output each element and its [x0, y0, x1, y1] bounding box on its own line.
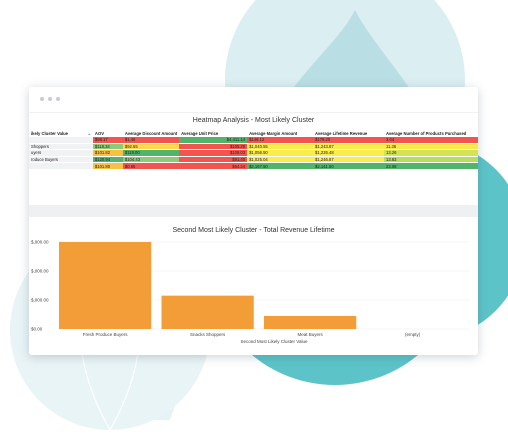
window-dot-1[interactable] — [40, 97, 44, 101]
heatmap-table: ikely Cluster Value ⌄ AOV Average Discoun… — [29, 130, 478, 170]
window-titlebar — [29, 87, 478, 112]
x-tick-label: Fresh Produce Buyers — [83, 332, 129, 337]
bar[interactable] — [59, 242, 152, 329]
heatmap-cell: $1,056.50 — [247, 149, 314, 157]
bar-chart-title: Second Most Likely Cluster - Total Reven… — [172, 227, 335, 234]
y-tick-label: $,000.00 — [31, 269, 49, 274]
bar[interactable] — [264, 315, 357, 329]
heatmap-cell: 3.04 — [384, 137, 478, 144]
heatmap-cell: $120.94 — [92, 156, 123, 164]
y-tick-label: $,000.00 — [31, 240, 49, 245]
heatmap-cell: $2,141.50 — [313, 162, 384, 170]
column-header-products-purchased[interactable]: Average Number of Products Purchased — [384, 130, 478, 137]
heatmap-cell: 13.83 — [384, 156, 478, 164]
heatmap-cell: $98.17 — [92, 137, 123, 144]
window-dot-2[interactable] — [48, 97, 52, 101]
heatmap-title: Heatmap Analysis - Most Likely Cluster — [192, 117, 315, 124]
heatmap-row: $101.80 $0.86 $54.24 $2,167.50 $2,141.50 23.0… — [29, 162, 478, 170]
heatmap-cell: $118.34 — [92, 143, 123, 151]
heatmap-cell: $1,025.04 — [247, 156, 314, 164]
y-tick-label: $,000.00 — [31, 298, 49, 303]
heatmap-cell: $1.46 — [122, 137, 180, 144]
heatmap-row: Shoppers $118.34 $92.55 $105.29 $1,040.55 $1,… — [29, 143, 478, 151]
heatmap-cell: $1,040.55 — [247, 143, 314, 151]
heatmap-cell: $148.12 — [247, 137, 314, 144]
column-header-margin[interactable]: Average Margin Amount — [247, 130, 314, 137]
chevron-down-icon[interactable]: ⌄ — [87, 131, 91, 136]
heatmap-cell: $108.03 — [179, 149, 248, 157]
heatmap-cell: $1,226.48 — [313, 149, 384, 157]
heatmap-row: $98.17 $1.46 $4,411.14 $148.12 $179.20 3.04 — [29, 137, 478, 144]
heatmap-cell: $91.40 — [179, 156, 248, 164]
heatmap-panel: Heatmap Analysis - Most Likely Cluster i… — [29, 112, 478, 205]
dashboard-window: Heatmap Analysis - Most Likely Cluster i… — [29, 87, 478, 355]
heatmap-row-label — [29, 137, 93, 144]
heatmap-cell: 23.08 — [384, 162, 478, 170]
heatmap-cell: $101.82 — [92, 149, 123, 157]
heatmap-row-label: Shoppers — [29, 143, 93, 151]
x-tick-label: (empty) — [405, 332, 421, 337]
column-header-discount[interactable]: Average Discount Amount — [122, 130, 180, 137]
heatmap-cell: $54.24 — [179, 162, 248, 170]
bar[interactable] — [161, 295, 254, 329]
heatmap-row-label: uyers — [29, 149, 93, 157]
column-header-cluster[interactable]: ikely Cluster Value ⌄ — [29, 130, 93, 137]
heatmap-cell: 11.36 — [384, 143, 478, 151]
bar-chart-panel: Second Most Likely Cluster - Total Reven… — [29, 217, 478, 355]
x-axis-label: Second Most Likely Cluster Value — [241, 339, 308, 344]
heatmap-cell: $1,246.87 — [313, 156, 384, 164]
column-header-unit-price[interactable]: Average Unit Price — [179, 130, 248, 137]
heatmap-row: roduce Buyers $120.94 $104.43 $91.40 $1,025.… — [29, 156, 478, 164]
heatmap-body: $98.17 $1.46 $4,411.14 $148.12 $179.20 3.04 Sh… — [29, 137, 478, 170]
bar-chart: $0.00 $,000.00 $,000.00 $,000.00 Fresh Produ… — [31, 240, 469, 344]
x-tick-label: Meat Buyers — [297, 332, 323, 337]
heatmap-cell: $0.86 — [122, 162, 180, 170]
heatmap-row: uyers $101.82 $119.00 $108.03 $1,056.50 $1,22… — [29, 149, 478, 157]
heatmap-cell: $179.20 — [313, 137, 384, 144]
column-header-lifetime-revenue[interactable]: Average Lifetime Revenue — [313, 130, 384, 137]
window-controls — [40, 97, 60, 101]
y-tick-label: $0.00 — [31, 327, 43, 332]
heatmap-cell: $101.80 — [92, 162, 123, 170]
panel-divider — [29, 205, 478, 217]
heatmap-row-label — [29, 162, 93, 170]
window-dot-3[interactable] — [56, 97, 60, 101]
heatmap-row-label: roduce Buyers — [29, 156, 93, 164]
heatmap-cell: $119.00 — [122, 149, 180, 157]
heatmap-cell: 13.26 — [384, 149, 478, 157]
column-header-aov[interactable]: AOV — [92, 130, 123, 137]
heatmap-cell: $105.29 — [179, 143, 248, 151]
heatmap-cell: $104.43 — [122, 156, 180, 164]
x-tick-label: Snacks Shoppers — [190, 332, 226, 337]
heatmap-header-row: ikely Cluster Value ⌄ AOV Average Discoun… — [29, 130, 478, 137]
heatmap-cell: $1,243.87 — [313, 143, 384, 151]
heatmap-cell: $4,411.14 — [179, 137, 248, 144]
heatmap-cell: $2,167.50 — [247, 162, 314, 170]
heatmap-cell: $92.55 — [122, 143, 180, 151]
